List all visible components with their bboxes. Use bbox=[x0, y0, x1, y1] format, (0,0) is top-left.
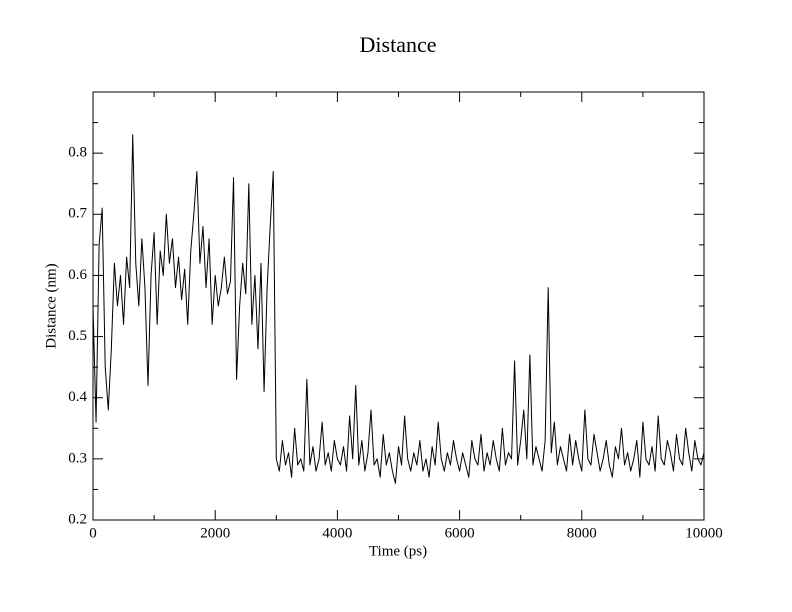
x-tick-label: 8000 bbox=[567, 525, 597, 541]
data-line bbox=[92, 134, 705, 484]
y-tick-label: 0.3 bbox=[68, 450, 87, 466]
x-tick-label: 4000 bbox=[322, 525, 352, 541]
x-tick-label: 10000 bbox=[685, 525, 723, 541]
y-tick-label: 0.4 bbox=[68, 389, 87, 405]
x-axis-label: Time (ps) bbox=[369, 543, 427, 559]
y-tick-label: 0.5 bbox=[68, 328, 87, 344]
chart-title: Distance bbox=[360, 32, 437, 57]
x-tick-label: 0 bbox=[89, 525, 97, 541]
y-tick-label: 0.7 bbox=[68, 206, 87, 222]
y-tick-label: 0.2 bbox=[68, 511, 87, 527]
y-axis-label: Distance (nm) bbox=[43, 263, 59, 348]
y-tick-label: 0.8 bbox=[68, 145, 87, 161]
x-tick-label: 6000 bbox=[445, 525, 475, 541]
x-tick-label: 2000 bbox=[200, 525, 230, 541]
y-tick-label: 0.6 bbox=[68, 267, 87, 283]
